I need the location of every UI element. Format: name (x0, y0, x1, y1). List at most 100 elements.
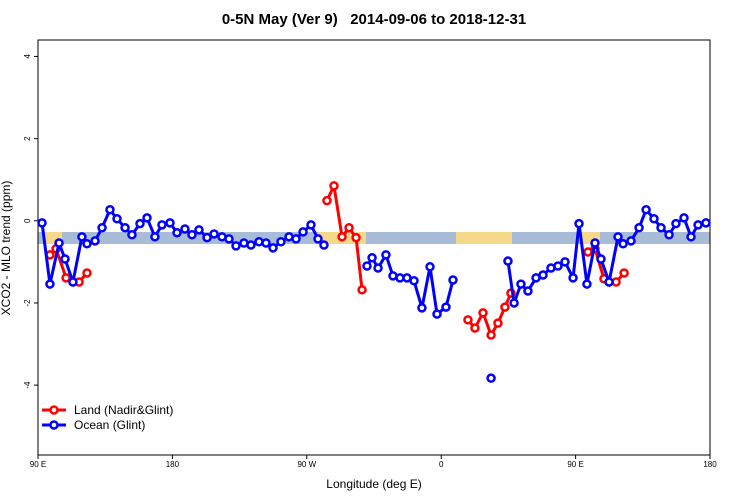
band-land (456, 232, 512, 244)
data-point (425, 262, 435, 272)
data-point (180, 224, 190, 234)
data-point (120, 223, 130, 233)
data-point (590, 238, 600, 248)
series (45, 180, 629, 340)
data-point (187, 230, 197, 240)
data-point (664, 230, 674, 240)
data-point (268, 243, 278, 253)
data-point (68, 277, 78, 287)
data-point (61, 273, 71, 283)
x-tick-label: 90 E (30, 460, 46, 469)
band-ocean (38, 232, 710, 244)
data-point (82, 268, 92, 278)
data-point (538, 270, 548, 280)
y-tick-label: -4 (23, 381, 32, 389)
data-point (37, 218, 47, 228)
y-axis-label: XCO2 - MLO trend (ppm) (0, 181, 13, 316)
data-point (463, 315, 473, 325)
data-point (337, 232, 347, 242)
data-point (568, 273, 578, 283)
data-point (209, 229, 219, 239)
data-point (261, 238, 271, 248)
data-point (362, 261, 372, 271)
x-tick-label: 0 (439, 460, 444, 469)
data-point (500, 302, 510, 312)
data-point (142, 213, 152, 223)
data-point (486, 330, 496, 340)
data-point (231, 241, 241, 251)
data-point (157, 220, 167, 230)
data-point (634, 223, 644, 233)
data-point (649, 213, 659, 224)
data-point (291, 234, 301, 244)
y-tick-label: 4 (23, 54, 32, 59)
data-point (381, 250, 391, 260)
data-point (553, 261, 563, 271)
data-point (112, 213, 122, 224)
data-point (105, 204, 115, 215)
data-point (582, 279, 592, 289)
chart-title: 0-5N May (Ver 9) 2014-09-06 to 2018-12-3… (222, 11, 526, 28)
data-point (470, 323, 480, 333)
data-point (619, 268, 629, 278)
legend-label: Ocean (Glint) (74, 418, 145, 432)
data-point (560, 257, 570, 267)
data-point (641, 204, 651, 215)
data-point (60, 254, 70, 264)
data-point (306, 220, 316, 230)
legend-swatch (49, 405, 59, 415)
data-point (150, 232, 160, 242)
y-tick-label: -2 (23, 299, 32, 307)
data-point (417, 303, 427, 313)
data-point (679, 213, 689, 223)
data-point (671, 218, 681, 229)
x-tick-label: 180 (703, 460, 717, 469)
data-point (693, 220, 703, 230)
data-point (45, 279, 55, 289)
data-point (686, 232, 696, 242)
data-point (82, 239, 92, 249)
data-point (604, 277, 614, 287)
y-tick-label: 0 (23, 218, 32, 223)
data-point (596, 254, 606, 264)
data-point (172, 227, 182, 238)
data-point (322, 195, 332, 206)
data-point (486, 373, 496, 383)
data-point (135, 218, 145, 229)
data-point (90, 236, 100, 246)
data-point (701, 218, 711, 228)
data-point (509, 298, 519, 308)
x-tick-label: 90 W (297, 460, 316, 469)
surface-band (38, 232, 710, 244)
data-point (441, 302, 451, 312)
plot-frame (37, 39, 711, 456)
data-point (246, 240, 256, 250)
legend-swatch (49, 420, 59, 430)
data-point (583, 247, 593, 257)
legend-label: Land (Nadir&Glint) (74, 403, 173, 417)
data-point (516, 279, 526, 289)
data-point (367, 253, 377, 263)
data-point (319, 240, 329, 250)
data-point (313, 234, 323, 244)
data-point (618, 239, 628, 249)
data-point (409, 276, 419, 286)
data-point (626, 236, 636, 246)
y-tick-label: 2 (23, 136, 32, 141)
data-point (656, 223, 666, 233)
data-point (54, 238, 64, 248)
data-point (276, 236, 286, 247)
data-point (373, 263, 383, 273)
data-point (357, 285, 367, 295)
data-point (503, 256, 513, 266)
data-point (329, 181, 339, 191)
data-point (613, 232, 623, 242)
data-point (224, 234, 234, 244)
data-point (194, 225, 204, 235)
series (37, 204, 711, 383)
data-point (432, 309, 442, 319)
data-point (574, 218, 584, 229)
data-point (351, 232, 361, 243)
data-point (165, 218, 175, 228)
